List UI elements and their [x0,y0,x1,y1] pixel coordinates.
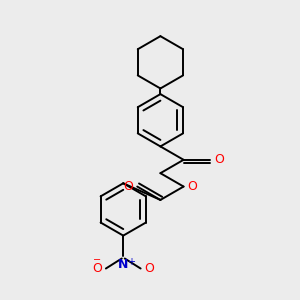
Text: −: − [93,255,101,265]
Text: +: + [128,257,135,267]
Text: O: O [124,180,134,193]
Text: O: O [188,180,197,193]
Text: O: O [214,153,224,166]
Text: O: O [145,262,154,275]
Text: N: N [118,259,128,272]
Text: O: O [92,262,102,275]
